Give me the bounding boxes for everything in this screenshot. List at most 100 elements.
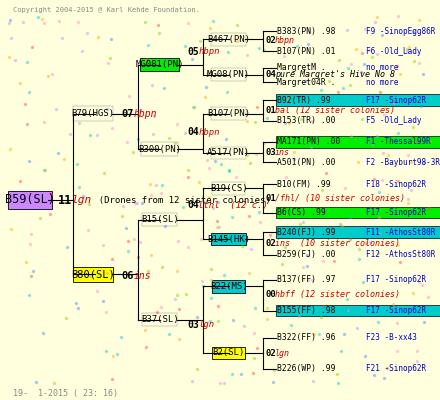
FancyBboxPatch shape [275,207,440,218]
FancyBboxPatch shape [212,280,245,292]
Text: hbpn: hbpn [198,47,220,56]
Text: F18 -Sinop62R: F18 -Sinop62R [366,180,426,189]
FancyBboxPatch shape [211,108,246,120]
Text: 03: 03 [265,148,276,157]
Text: B383(PN) .98: B383(PN) .98 [277,27,336,36]
FancyBboxPatch shape [275,115,440,127]
Text: (Drones from 12 sister colonies): (Drones from 12 sister colonies) [88,196,271,204]
Text: F1 -Thessal99R: F1 -Thessal99R [366,138,430,146]
FancyBboxPatch shape [275,26,440,37]
Text: F12 -AthosSt80R: F12 -AthosSt80R [366,250,435,259]
Text: 02: 02 [265,36,276,45]
Text: 02: 02 [265,349,276,358]
Text: B240(FJ) .99: B240(FJ) .99 [277,228,336,237]
FancyBboxPatch shape [212,347,245,359]
Text: 06: 06 [122,272,134,282]
Text: lgn: lgn [275,349,290,358]
FancyBboxPatch shape [275,45,440,57]
Text: B79(HGS): B79(HGS) [71,109,114,118]
Text: F2 -Bayburt98-3R: F2 -Bayburt98-3R [366,158,440,167]
Text: B137(FF) .97: B137(FF) .97 [277,276,336,284]
Text: hbpn: hbpn [198,128,220,137]
Text: MA171(PN) .00: MA171(PN) .00 [277,138,341,146]
Text: F17 -Sinop62R: F17 -Sinop62R [366,208,426,217]
Text: B153(TR) .00: B153(TR) .00 [277,116,336,125]
Text: B59(SL): B59(SL) [5,194,55,206]
Text: B80(SL): B80(SL) [71,270,115,280]
FancyBboxPatch shape [275,226,440,238]
Text: F9 -SinopEgg86R: F9 -SinopEgg86R [366,27,435,36]
Text: MargretM .: MargretM . [277,63,326,72]
FancyBboxPatch shape [275,274,440,286]
FancyBboxPatch shape [73,267,113,282]
Text: B259(FJ) .00: B259(FJ) .00 [277,250,336,259]
Text: ins: ins [134,272,151,282]
Text: F11 -AthosSt80R: F11 -AthosSt80R [366,228,435,237]
Text: A517(PN): A517(PN) [207,148,250,158]
FancyBboxPatch shape [212,182,245,194]
FancyBboxPatch shape [275,249,440,261]
Text: F5 -Old_Lady: F5 -Old_Lady [366,116,421,125]
Text: B322(FF) .96: B322(FF) .96 [277,334,336,342]
Text: B22(MS): B22(MS) [210,282,247,291]
FancyBboxPatch shape [275,136,440,148]
Text: B107(PN): B107(PN) [207,109,250,118]
Text: 03: 03 [188,320,199,330]
FancyBboxPatch shape [142,313,177,326]
Text: 19-  1-2015 ( 23: 16): 19- 1-2015 ( 23: 16) [13,389,118,398]
Text: B10(FM) .99: B10(FM) .99 [277,180,331,189]
Text: B2(SL): B2(SL) [213,348,245,357]
Text: ins: ins [275,148,290,157]
Text: F17 -Sinop62R: F17 -Sinop62R [366,306,426,315]
Text: F23 -B-xx43: F23 -B-xx43 [366,334,417,342]
Text: B145(HK): B145(HK) [207,235,250,244]
Text: no more: no more [366,63,398,72]
FancyBboxPatch shape [140,58,180,72]
Text: 04: 04 [265,70,276,79]
Text: A501(PN) .00: A501(PN) .00 [277,158,336,167]
Text: 11: 11 [58,194,73,206]
Text: B107(PN) .01: B107(PN) .01 [277,46,336,56]
Text: B300(PN): B300(PN) [138,144,181,154]
FancyBboxPatch shape [275,332,440,344]
Text: lgn: lgn [71,195,92,205]
Text: B155(FF) .98: B155(FF) .98 [277,306,336,315]
FancyBboxPatch shape [142,213,177,226]
FancyBboxPatch shape [275,305,440,316]
FancyBboxPatch shape [211,147,246,159]
Text: Margret04R .: Margret04R . [277,78,336,87]
Text: F6 -Old_Lady: F6 -Old_Lady [366,46,421,56]
Text: bal (12 sister colonies): bal (12 sister colonies) [275,106,395,115]
FancyBboxPatch shape [8,191,52,209]
Text: 07: 07 [122,109,134,119]
Text: Copyright 2004-2015 @ Karl Kehde Foundation.: Copyright 2004-2015 @ Karl Kehde Foundat… [13,7,200,13]
Text: MG081(PN): MG081(PN) [136,60,184,69]
Text: F17 -Sinop62R: F17 -Sinop62R [366,96,426,104]
FancyBboxPatch shape [275,156,440,168]
Text: 01: 01 [265,106,276,115]
Text: F21 -Sinop62R: F21 -Sinop62R [366,364,426,373]
FancyBboxPatch shape [211,233,246,246]
Text: B15(SL): B15(SL) [141,215,179,224]
FancyBboxPatch shape [275,363,440,374]
FancyBboxPatch shape [211,33,246,46]
Text: B37(SL): B37(SL) [141,315,179,324]
Text: no more: no more [366,78,398,87]
Text: 04: 04 [188,200,199,210]
FancyBboxPatch shape [275,76,440,88]
Text: hbpn: hbpn [275,36,295,45]
FancyBboxPatch shape [275,94,440,106]
Text: /fhl/ (10 sister colonies): /fhl/ (10 sister colonies) [275,194,405,203]
Text: 05: 05 [188,47,199,57]
Text: B226(WP) .99: B226(WP) .99 [277,364,336,373]
FancyBboxPatch shape [275,178,440,190]
Text: MG08(PN): MG08(PN) [207,70,250,79]
Text: pure Margret's Hive No 8: pure Margret's Hive No 8 [275,70,395,79]
Text: B467(PN): B467(PN) [207,35,250,44]
Text: 04: 04 [188,127,199,137]
Text: B92(TR) .99: B92(TR) .99 [277,96,331,104]
Text: B19(CS): B19(CS) [210,184,247,193]
Text: ins  (10 sister colonies): ins (10 sister colonies) [275,239,400,248]
Text: hbpn: hbpn [134,109,157,119]
FancyBboxPatch shape [141,142,178,156]
